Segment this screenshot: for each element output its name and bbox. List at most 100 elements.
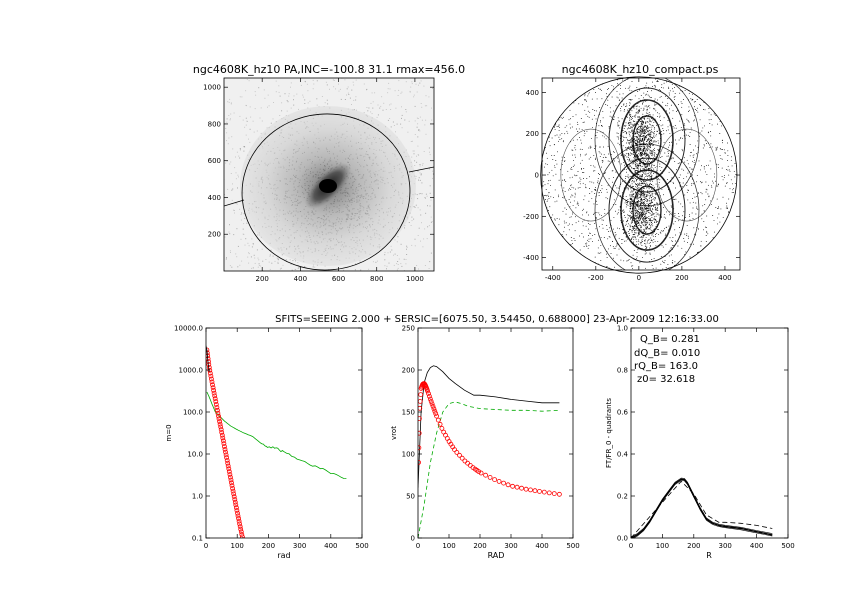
scatter-point: [693, 233, 695, 235]
scatter-point: [645, 243, 647, 245]
scatter-point: [588, 176, 590, 178]
image-pixel: [437, 220, 438, 221]
scatter-point: [651, 153, 653, 155]
scatter-point: [650, 118, 652, 119]
scatter-point: [647, 159, 649, 161]
scatter-point: [585, 99, 587, 101]
scatter-point: [623, 232, 625, 233]
scatter-point: [598, 87, 600, 89]
scatter-point: [573, 200, 575, 202]
scatter-point: [686, 134, 687, 136]
scatter-point: [660, 232, 662, 234]
scatter-point: [638, 98, 640, 100]
image-pixel: [416, 91, 418, 93]
scatter-point: [598, 125, 600, 127]
scatter-point: [585, 113, 587, 115]
scatter-point: [631, 222, 633, 224]
scatter-point: [617, 97, 619, 99]
scatter-point: [636, 170, 638, 172]
scatter-point: [646, 130, 648, 132]
scatter-point: [707, 193, 709, 195]
scatter-point: [629, 127, 631, 129]
image-pixel: [231, 136, 233, 138]
scatter-point: [642, 164, 644, 165]
scatter-point: [734, 182, 736, 184]
scatter-point: [682, 150, 684, 152]
image-pixel: [227, 101, 229, 103]
scatter-point: [703, 229, 704, 231]
scatter-point: [617, 124, 619, 126]
scatter-point: [672, 125, 674, 127]
image-pixel: [316, 80, 318, 82]
image-pixel: [292, 296, 293, 297]
scatter-point: [636, 152, 638, 154]
scatter-point: [597, 180, 599, 182]
scatter-point: [643, 195, 644, 197]
image-pixel: [268, 105, 270, 107]
scatter-point: [577, 130, 579, 132]
scatter-point: [705, 188, 707, 190]
scatter-point: [601, 125, 603, 127]
image-pixel: [293, 104, 295, 106]
image-pixel: [415, 83, 417, 85]
scatter-point: [585, 153, 587, 155]
scatter-point: [636, 202, 638, 204]
image-pixel: [289, 259, 291, 261]
scatter-point: [638, 111, 640, 113]
image-pixel: [405, 263, 407, 265]
scatter-point: [649, 120, 651, 122]
scatter-point: [672, 110, 674, 112]
scatter-point: [685, 251, 687, 253]
scatter-point: [581, 209, 583, 211]
image-pixel: [252, 244, 254, 246]
image-pixel: [231, 189, 233, 191]
scatter-point: [675, 187, 676, 189]
scatter-point: [650, 153, 651, 155]
scatter-point: [682, 182, 684, 184]
scatter-point: [678, 201, 680, 203]
scatter-point: [721, 167, 723, 169]
image-pixel: [425, 197, 426, 199]
scatter-point: [649, 132, 651, 134]
image-pixel: [410, 86, 412, 88]
scatter-point: [649, 134, 651, 136]
scatter-point: [639, 121, 641, 122]
scatter-point: [623, 220, 624, 222]
scatter-point: [631, 149, 633, 151]
scatter-point: [574, 154, 576, 156]
scatter-point: [720, 158, 722, 160]
scatter-point: [599, 174, 601, 175]
scatter-point: [596, 110, 597, 112]
scatter-point: [631, 150, 633, 151]
scatter-point: [700, 245, 702, 247]
scatter-point: [632, 197, 634, 199]
scatter-point: [667, 98, 669, 99]
scatter-point: [654, 164, 655, 166]
scatter-point: [594, 189, 596, 190]
scatter-point: [622, 210, 624, 212]
scatter-point: [645, 129, 647, 131]
image-pixel: [245, 134, 247, 136]
scatter-point: [592, 234, 593, 236]
scatter-point: [627, 215, 629, 216]
scatter-point: [638, 153, 640, 155]
scatter-point: [652, 119, 654, 121]
image-pixel: [176, 124, 177, 125]
image-pixel: [243, 150, 245, 152]
scatter-point: [625, 153, 627, 155]
scatter-point: [629, 103, 631, 105]
scatter-point: [615, 204, 617, 205]
scatter-point: [648, 219, 650, 221]
scatter-point: [694, 196, 696, 198]
scatter-point: [646, 210, 648, 212]
scatter-point: [639, 89, 641, 91]
image-pixel: [275, 80, 277, 82]
scatter-point: [608, 126, 610, 127]
image-pixel: [242, 119, 244, 121]
image-pixel: [428, 168, 430, 170]
image-pixel: [406, 245, 408, 247]
scatter-point: [638, 147, 640, 149]
scatter-point: [639, 136, 641, 137]
image-pixel: [425, 95, 427, 97]
scatter-point: [704, 109, 706, 111]
